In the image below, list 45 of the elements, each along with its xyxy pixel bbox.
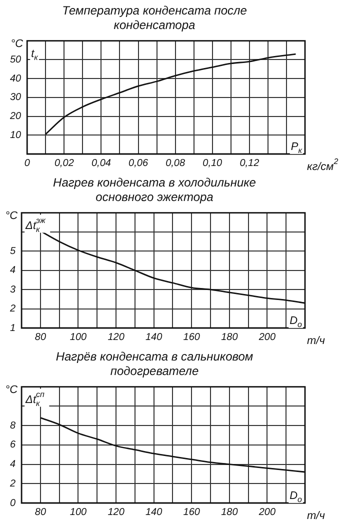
line-series [44, 53, 296, 135]
y-tick-label: 10 [10, 130, 22, 141]
x-tick-label: 0,02 [54, 158, 74, 169]
y-tick-label: 40 [10, 73, 22, 84]
y-tick-label: 2 [9, 304, 16, 315]
x-axis-title: т/ч [307, 335, 326, 347]
x-tick-label: 100 [70, 506, 88, 518]
y-tick-label: 3 [10, 284, 16, 296]
x-tick-label: 0,12 [240, 158, 260, 169]
y-tick-label: 6 [10, 440, 16, 451]
x-tick-label: 0,06 [128, 158, 148, 169]
x-tick-label: 120 [108, 506, 125, 518]
x-tick-label: 200 [258, 332, 276, 343]
y-tick-label: 4 [10, 459, 16, 470]
x-tick-label: 120 [108, 332, 125, 343]
x-tick-label: 180 [221, 506, 238, 518]
y-tick-label: 2 [9, 478, 16, 490]
y-axis-title: °C [5, 384, 18, 396]
x-axis-title: т/ч [307, 510, 326, 521]
y-tick-label: 20 [9, 111, 22, 122]
x-tick-label: 100 [70, 332, 88, 343]
y-tick-label: 1 [10, 322, 16, 334]
x-tick-label: 0 [24, 158, 30, 169]
x-tick-label: 80 [34, 332, 46, 343]
x-tick-label: 140 [145, 332, 163, 343]
y-tick-label: 4 [10, 265, 16, 276]
x-tick-label: 140 [145, 506, 163, 518]
chart-title: Нагрев конденсата в холодильнике основного эжектора [53, 176, 256, 204]
x-tick-label: 0,08 [166, 158, 186, 169]
y-tick-label: 0 [10, 498, 16, 509]
y-axis-title: °C [10, 38, 24, 50]
x-tick-label: 80 [34, 506, 46, 518]
x-tick-label: 0,10 [202, 158, 223, 169]
chart-title: Температура конденсата после конденсатора [62, 4, 248, 32]
x-tick-label: 160 [183, 506, 200, 518]
y-tick-label: 50 [10, 54, 22, 66]
x-tick-label: 180 [221, 332, 238, 343]
y-axis-title: °C [5, 210, 18, 222]
x-tick-label: 0,04 [91, 158, 112, 169]
y-tick-label: 30 [10, 92, 22, 104]
chart-title: Нагрёв конденсата в сальниковом подогревателе [56, 350, 254, 378]
x-tick-label: 200 [258, 506, 276, 518]
y-tick-label: 8 [10, 420, 16, 432]
x-tick-label: 160 [183, 332, 200, 343]
y-tick-label: 5 [10, 246, 16, 257]
